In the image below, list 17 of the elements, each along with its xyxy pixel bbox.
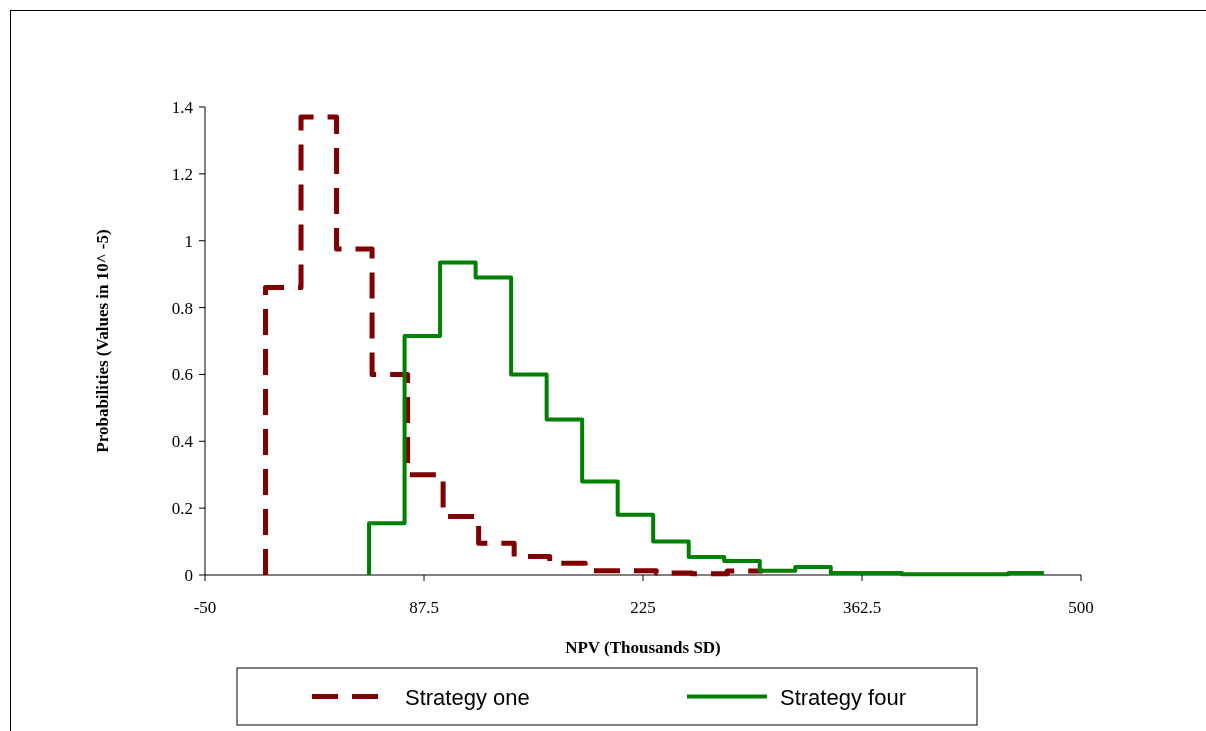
x-tick-label: 87.5: [409, 598, 439, 617]
y-axis-title: Probabilities (Values in 10^ -5): [93, 229, 112, 453]
x-axis-title: NPV (Thousands SD): [565, 638, 721, 657]
x-tick-label: 362.5: [842, 598, 882, 617]
y-tick-label: 0: [184, 566, 193, 585]
y-tick-label: 0.8: [171, 298, 193, 318]
y-tick-label: 1: [184, 231, 193, 251]
y-tick-label: 1.2: [171, 164, 193, 184]
y-tick-label: 1.4: [171, 98, 194, 117]
legend-label: Strategy one: [405, 684, 530, 710]
legend-label: Strategy four: [780, 684, 906, 710]
x-tick-label: 225: [630, 598, 656, 617]
y-tick-label: 0.6: [171, 365, 193, 385]
x-tick-label: 500: [1068, 598, 1094, 617]
x-tick-label: -50: [193, 598, 217, 617]
y-tick-label: 0.4: [171, 432, 194, 452]
y-tick-label: 0.2: [171, 499, 193, 519]
